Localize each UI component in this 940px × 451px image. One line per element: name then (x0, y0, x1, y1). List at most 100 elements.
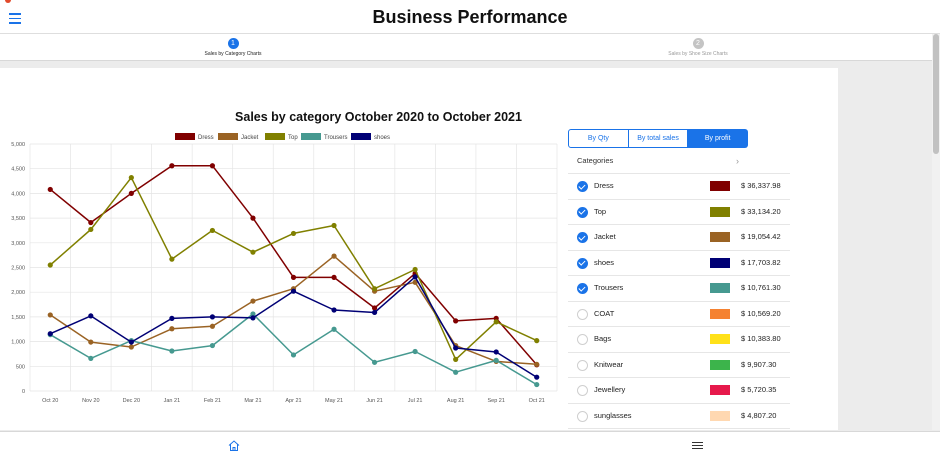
category-row-coat[interactable]: COAT $ 10,569.20 (568, 300, 790, 327)
menu-icon[interactable] (9, 13, 21, 24)
data-point-dress (88, 219, 94, 226)
categories-header-label: Categories (577, 156, 614, 165)
data-point-dress (209, 163, 216, 169)
content-card (0, 68, 838, 430)
category-color-swatch (710, 232, 730, 242)
data-point-trousers (371, 359, 378, 365)
scrollbar-thumb[interactable] (933, 34, 939, 154)
category-amount: $ 10,761.30 (741, 283, 781, 292)
legend-swatch (175, 133, 195, 140)
category-amount: $ 10,383.80 (741, 334, 781, 343)
category-amount: $ 10,569.20 (741, 308, 781, 318)
legend-label: Trousers (324, 135, 347, 141)
data-point-jacket (412, 279, 418, 285)
data-point-top (290, 230, 297, 237)
category-amount: $ 5,720.35 (741, 385, 777, 394)
home-icon[interactable] (228, 440, 240, 451)
category-color-swatch (710, 359, 730, 370)
data-point-top (371, 286, 378, 292)
step-sales-by-shoe-size[interactable]: 2 Sales by Shoe Size Charts (608, 38, 788, 57)
data-point-dress (453, 318, 459, 324)
data-point-dress (371, 305, 378, 311)
category-amount: $ 17,703.82 (741, 257, 781, 267)
hamburger-menu-icon[interactable] (692, 442, 703, 450)
y-tick-label: 2,500 (11, 266, 25, 272)
category-amount: $ 33,134.20 (741, 206, 781, 216)
data-point-top (534, 338, 540, 344)
checked-checkbox-icon[interactable] (577, 257, 588, 269)
tab-by-profit[interactable]: By profit (688, 129, 749, 148)
data-point-top (169, 256, 175, 262)
browser-favicon-icon (5, 0, 11, 3)
category-name: Bags (594, 334, 612, 343)
scrollbar[interactable] (932, 34, 940, 430)
unchecked-checkbox-icon[interactable] (577, 385, 588, 396)
y-tick-label: 4,500 (11, 167, 25, 173)
tab-by-total-sales[interactable]: By total sales (628, 129, 689, 148)
legend-label: shoes (374, 135, 390, 141)
data-point-dress (128, 190, 134, 196)
legend-swatch (301, 133, 321, 140)
tab-by-qty[interactable]: By Qty (568, 129, 629, 148)
sales-line-chart: 0 500 1,000 1,500 2,000 2,500 3,000 3,500 4,000 4… (11, 133, 558, 404)
data-point-jacket (169, 326, 175, 332)
legend-swatch (218, 133, 238, 140)
data-point-top (47, 262, 53, 268)
checked-checkbox-icon[interactable] (577, 206, 588, 218)
category-color-swatch (710, 410, 730, 421)
x-tick-label: Mar 21 (244, 398, 261, 404)
category-row-bags[interactable]: Bags $ 10,383.80 (568, 326, 790, 352)
category-row-shoes[interactable]: shoes $ 17,703.82 (568, 249, 790, 276)
stepper: 1 Sales by Category Charts 2 Sales by Sh… (0, 34, 940, 61)
data-point-shoes (371, 309, 378, 316)
data-point-shoes (88, 313, 94, 319)
checked-checkbox-icon[interactable] (577, 283, 588, 294)
step-sales-by-category[interactable]: 1 Sales by Category Charts (143, 38, 323, 57)
data-point-shoes (290, 288, 297, 294)
data-point-shoes (47, 331, 53, 337)
data-point-shoes (169, 315, 175, 321)
data-point-trousers (88, 355, 94, 361)
x-tick-label: Aug 21 (447, 398, 464, 404)
bottom-nav (0, 431, 940, 451)
category-row-knitwear[interactable]: Knitwear $ 9,907.30 (568, 351, 790, 378)
step-number: 2 (692, 38, 704, 49)
category-name: Trousers (594, 283, 624, 292)
category-name: Dress (594, 181, 614, 190)
category-row-dress[interactable]: Dress $ 36,337.98 (568, 173, 790, 199)
y-tick-label: 1,000 (11, 340, 25, 346)
category-amount: $ 4,807.20 (741, 410, 777, 420)
y-tick-label: 3,500 (11, 216, 25, 222)
unchecked-checkbox-icon[interactable] (577, 334, 588, 345)
data-point-dress (250, 215, 256, 221)
categories-header[interactable]: Categories › (577, 156, 739, 168)
unchecked-checkbox-icon[interactable] (577, 410, 588, 422)
checked-checkbox-icon[interactable] (577, 232, 588, 243)
category-row-trousers[interactable]: Trousers $ 10,761.30 (568, 275, 790, 301)
x-tick-label: Dec 20 (123, 398, 140, 404)
chevron-right-icon[interactable]: › (736, 156, 739, 166)
data-point-jacket (128, 344, 134, 350)
data-point-shoes (493, 349, 499, 355)
category-amount: $ 9,907.30 (741, 359, 777, 369)
data-point-trousers (453, 369, 459, 375)
data-point-trousers (169, 348, 175, 354)
legend-swatch (351, 133, 371, 140)
category-row-jacket[interactable]: Jacket $ 19,054.42 (568, 224, 790, 250)
category-row-top[interactable]: Top $ 33,134.20 (568, 198, 790, 225)
unchecked-checkbox-icon[interactable] (577, 308, 588, 320)
category-row-sunglasses[interactable]: sunglasses $ 4,807.20 (568, 402, 790, 429)
checked-checkbox-icon[interactable] (577, 181, 588, 192)
data-point-trousers (290, 352, 297, 358)
unchecked-checkbox-icon[interactable] (577, 359, 588, 371)
data-point-trousers (493, 357, 499, 363)
category-row-jewellery[interactable]: Jewellery $ 5,720.35 (568, 377, 790, 403)
x-tick-label: Oct 21 (529, 398, 545, 404)
category-row-skirt[interactable]: Skirt$ 4,315.20 (568, 428, 790, 430)
data-point-jacket (209, 323, 216, 329)
y-tick-label: 1,500 (11, 315, 25, 321)
y-tick-label: 5,000 (11, 142, 25, 148)
data-point-shoes (534, 374, 540, 380)
category-color-swatch (710, 385, 730, 395)
data-point-top (331, 222, 337, 229)
